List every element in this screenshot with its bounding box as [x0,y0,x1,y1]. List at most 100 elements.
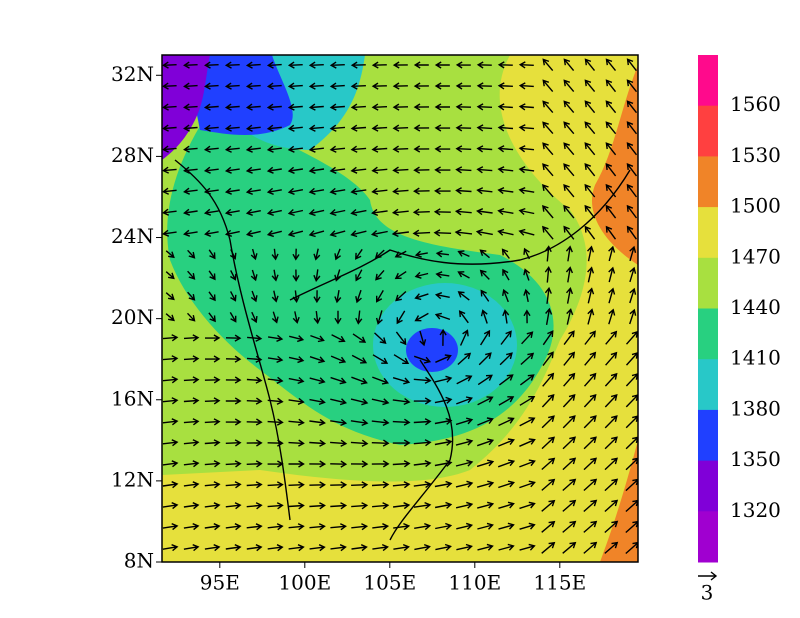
wind-arrow [584,100,596,114]
wind-arrow [225,418,242,426]
wind-arrow [309,544,326,552]
wind-arrow [583,499,598,513]
wind-arrow [477,501,495,509]
wind-arrow [541,499,556,512]
wind-arrow [288,523,305,531]
wind-arrow [309,418,326,426]
wind-arrow [502,268,510,281]
wind-arrow [162,103,177,111]
wind-arrow [309,439,327,447]
wind-arrow [434,501,453,509]
wind-arrow [330,398,348,406]
wind-arrow [625,541,638,555]
wind-arrow [629,287,637,304]
wind-arrow [457,291,470,301]
wind-arrow [604,520,619,534]
wind-arrow [183,418,200,426]
wind-arrow [183,145,198,153]
wind-arrow [203,124,219,132]
wind-arrow [372,354,389,364]
y-tick-label: 32N [111,62,154,86]
wind-arrow [542,204,554,219]
wind-arrow [287,61,303,69]
wind-arrow [583,372,597,387]
wind-arrow [309,356,326,364]
wind-arrow [376,290,384,303]
wind-arrow [434,438,453,446]
wind-arrow [541,478,556,491]
wind-arrow [393,502,411,510]
wind-arrow [583,394,597,408]
wind-arrow [625,457,638,471]
wind-arrow [605,79,617,93]
wind-arrow [224,145,240,153]
wind-arrow [565,245,573,262]
wind-arrow [455,187,472,195]
wind-arrow [625,520,638,534]
wind-arrow [251,311,258,324]
wind-arrow [394,250,407,258]
wind-arrow [204,460,221,468]
wind-arrow [288,481,305,489]
y-tick-label: 16N [111,386,154,410]
wind-arrow [371,481,390,489]
wind-arrow [183,376,200,384]
wind-arrow [329,103,345,111]
wind-arrow [604,499,619,513]
wind-arrow [605,121,617,135]
wind-arrow [267,523,284,531]
wind-vectors [162,58,638,555]
wind-arrow [497,82,513,90]
wind-arrow [308,230,325,238]
wind-arrow [476,438,495,447]
wind-arrow [541,541,556,554]
y-tick-label: 8N [124,549,154,573]
wind-arrow [313,311,321,325]
wind-arrow [267,544,284,552]
wind-arrow [605,100,617,114]
wind-arrow [498,522,515,530]
wind-arrow [372,376,389,385]
wind-arrow [330,523,347,531]
wind-arrow [355,289,362,304]
wind-arrow [287,82,303,90]
wind-arrow [266,82,282,90]
wind-arrow [245,61,261,69]
wind-arrow [371,418,390,427]
wind-arrow [563,225,575,240]
wind-arrow [313,290,321,304]
wind-arrow [162,187,177,195]
wind-arrow [246,460,263,468]
wind-arrow [245,124,261,132]
wind-arrow [288,460,305,468]
wind-arrow [266,124,282,132]
wind-arrow [455,61,471,69]
wind-arrow [433,208,451,216]
wind-arrow [224,187,240,195]
wind-arrow [330,502,348,510]
wind-arrow [351,544,368,552]
wind-arrow [583,436,597,450]
wind-arrow [455,166,472,174]
wind-arrow [605,58,617,72]
colorbar-swatch [698,460,718,512]
wind-arrow [371,103,388,111]
wind-arrow [562,499,577,512]
colorbar-swatch [698,409,718,462]
wind-arrow [518,61,534,69]
wind-arrow [476,459,495,468]
wind-arrow [542,142,554,156]
wind-arrow [541,436,555,450]
wind-arrow [183,61,198,69]
wind-arrow [352,333,367,343]
wind-arrow [541,520,556,533]
wind-arrow [183,103,198,111]
wind-arrow [455,145,472,153]
wind-arrow [563,184,575,198]
wind-arrow [497,103,513,111]
wind-arrow [287,145,303,153]
wind-arrow [309,377,326,385]
field-orange-south [600,440,638,562]
wind-arrow [456,543,473,551]
wind-arrow [497,228,514,236]
